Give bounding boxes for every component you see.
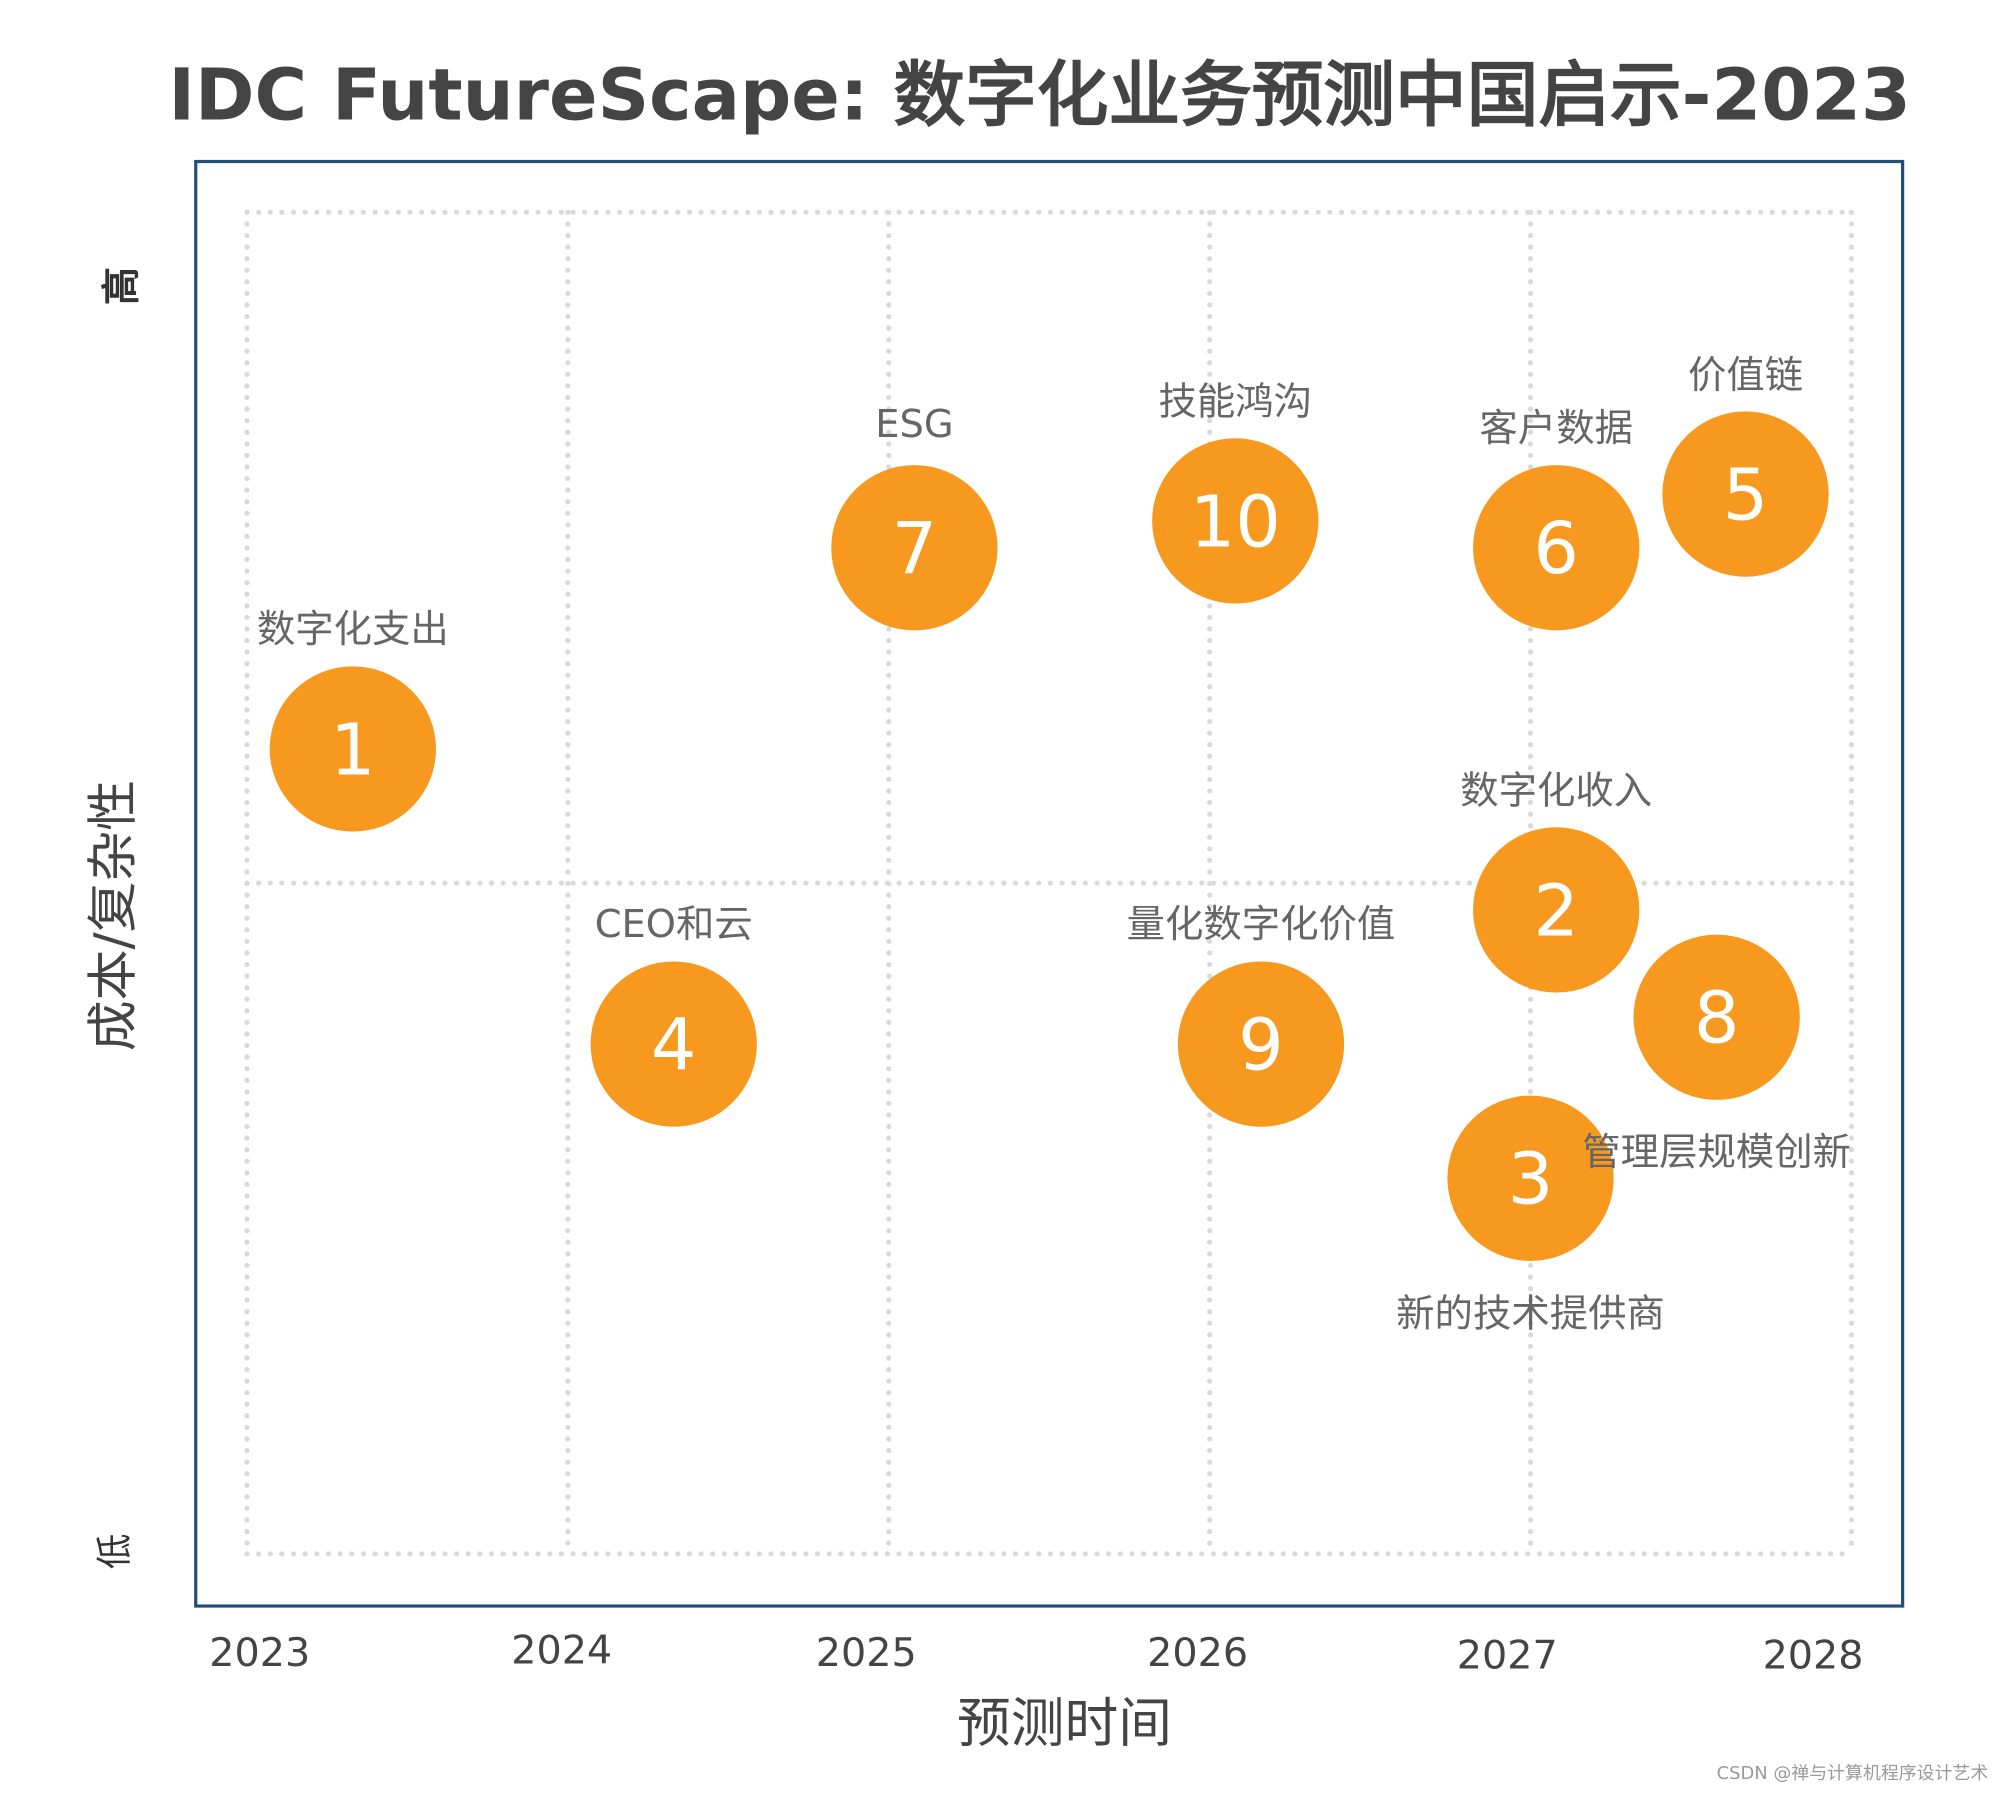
bubble-number: 10 <box>1190 481 1281 564</box>
watermark: CSDN @禅与计算机程序设计艺术 <box>1716 1763 1989 1785</box>
bubble-number: 4 <box>651 1004 697 1087</box>
bubble-label: 新的技术提供商 <box>1396 1291 1665 1336</box>
x-tick-label: 2025 <box>815 1630 917 1676</box>
bubble-label: 客户数据 <box>1479 406 1633 452</box>
bubble-number: 5 <box>1723 454 1769 537</box>
x-tick-label: 2026 <box>1147 1630 1249 1676</box>
bubble-number: 2 <box>1533 870 1579 953</box>
bubble-6 <box>1473 465 1640 631</box>
y-tick-label-high: 高 <box>99 267 145 306</box>
bubble-9 <box>1177 961 1345 1127</box>
bubble-7 <box>831 465 998 631</box>
y-axis-label: 成本/复杂性 <box>84 779 144 1052</box>
bubble-8 <box>1633 934 1800 1100</box>
bubble-5 <box>1662 411 1829 577</box>
y-tick-label-low: 低 <box>93 1533 136 1570</box>
bubble-1 <box>269 666 437 832</box>
bubble-label: 数字化收入 <box>1460 768 1653 814</box>
bubble-10 <box>1152 438 1319 604</box>
bubble-number: 3 <box>1508 1138 1554 1221</box>
bubble-label: 技能鸿沟 <box>1158 379 1313 425</box>
x-axis-label: 预测时间 <box>957 1691 1173 1755</box>
chart-title: IDC FutureScape: 数字化业务预测中国启示-2023 <box>168 54 1911 138</box>
bubble-label: 量化数字化价值 <box>1126 902 1396 948</box>
bubble-label: ESG <box>875 402 954 447</box>
x-tick-label: 2024 <box>511 1627 613 1674</box>
bubble-number: 7 <box>892 507 938 590</box>
bubble-number: 8 <box>1694 977 1740 1060</box>
bubble-label: 管理层规模创新 <box>1582 1130 1851 1175</box>
bubble-number: 9 <box>1238 1004 1284 1087</box>
bubble-4 <box>590 961 757 1127</box>
bubble-number: 1 <box>330 709 376 792</box>
x-tick-label: 2028 <box>1762 1632 1864 1679</box>
plot-frame <box>194 159 1905 1608</box>
bubble-label: CEO和云 <box>594 902 753 948</box>
bubble-label: 数字化支出 <box>256 607 449 653</box>
bubble-3 <box>1447 1095 1614 1261</box>
bubble-number: 6 <box>1533 507 1579 590</box>
x-tick-label: 2023 <box>209 1630 311 1676</box>
bubble-2 <box>1473 827 1640 993</box>
bubble-label: 价值链 <box>1687 352 1804 398</box>
x-tick-label: 2027 <box>1456 1632 1558 1679</box>
